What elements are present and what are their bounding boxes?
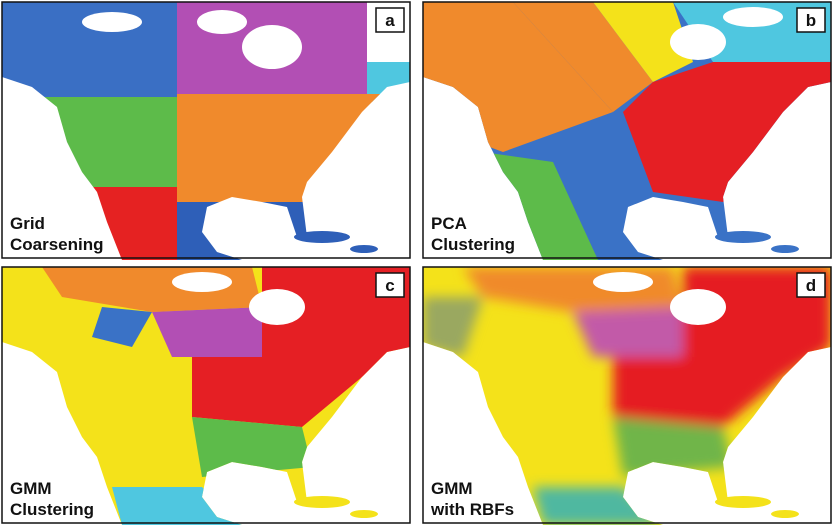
panel-overlay: d GMM with RBFs: [422, 266, 832, 524]
panel-frame: [422, 1, 832, 259]
panel-c: [2, 267, 410, 525]
panel-label: PCA: [431, 214, 467, 233]
panel-label: GMM: [431, 479, 473, 498]
panel-label: Clustering: [10, 500, 94, 519]
panel-label: with RBFs: [430, 500, 514, 519]
letter-box: [796, 272, 826, 298]
panel-frame: [1, 1, 411, 259]
panel-label: Clustering: [431, 235, 515, 254]
panel-label: Grid: [10, 214, 45, 233]
panel-label: GMM: [10, 479, 52, 498]
panel-frame: [422, 266, 832, 524]
panel-frame: [1, 266, 411, 524]
panel-b: [423, 2, 831, 260]
panel-letter: a: [385, 11, 395, 30]
panel-letter: c: [385, 276, 394, 295]
letter-box: [375, 7, 405, 33]
letter-box: [796, 7, 826, 33]
panel-d: [423, 267, 831, 525]
panel-label: Coarsening: [10, 235, 104, 254]
letter-box: [375, 272, 405, 298]
panel-letter: d: [806, 276, 816, 295]
panel-overlay: b PCA Clustering: [422, 1, 832, 259]
panel-overlay: c GMM Clustering: [1, 266, 411, 524]
panel-a: [2, 2, 410, 260]
panel-letter: b: [806, 11, 816, 30]
panel-overlay: a Grid Coarsening: [1, 1, 411, 259]
